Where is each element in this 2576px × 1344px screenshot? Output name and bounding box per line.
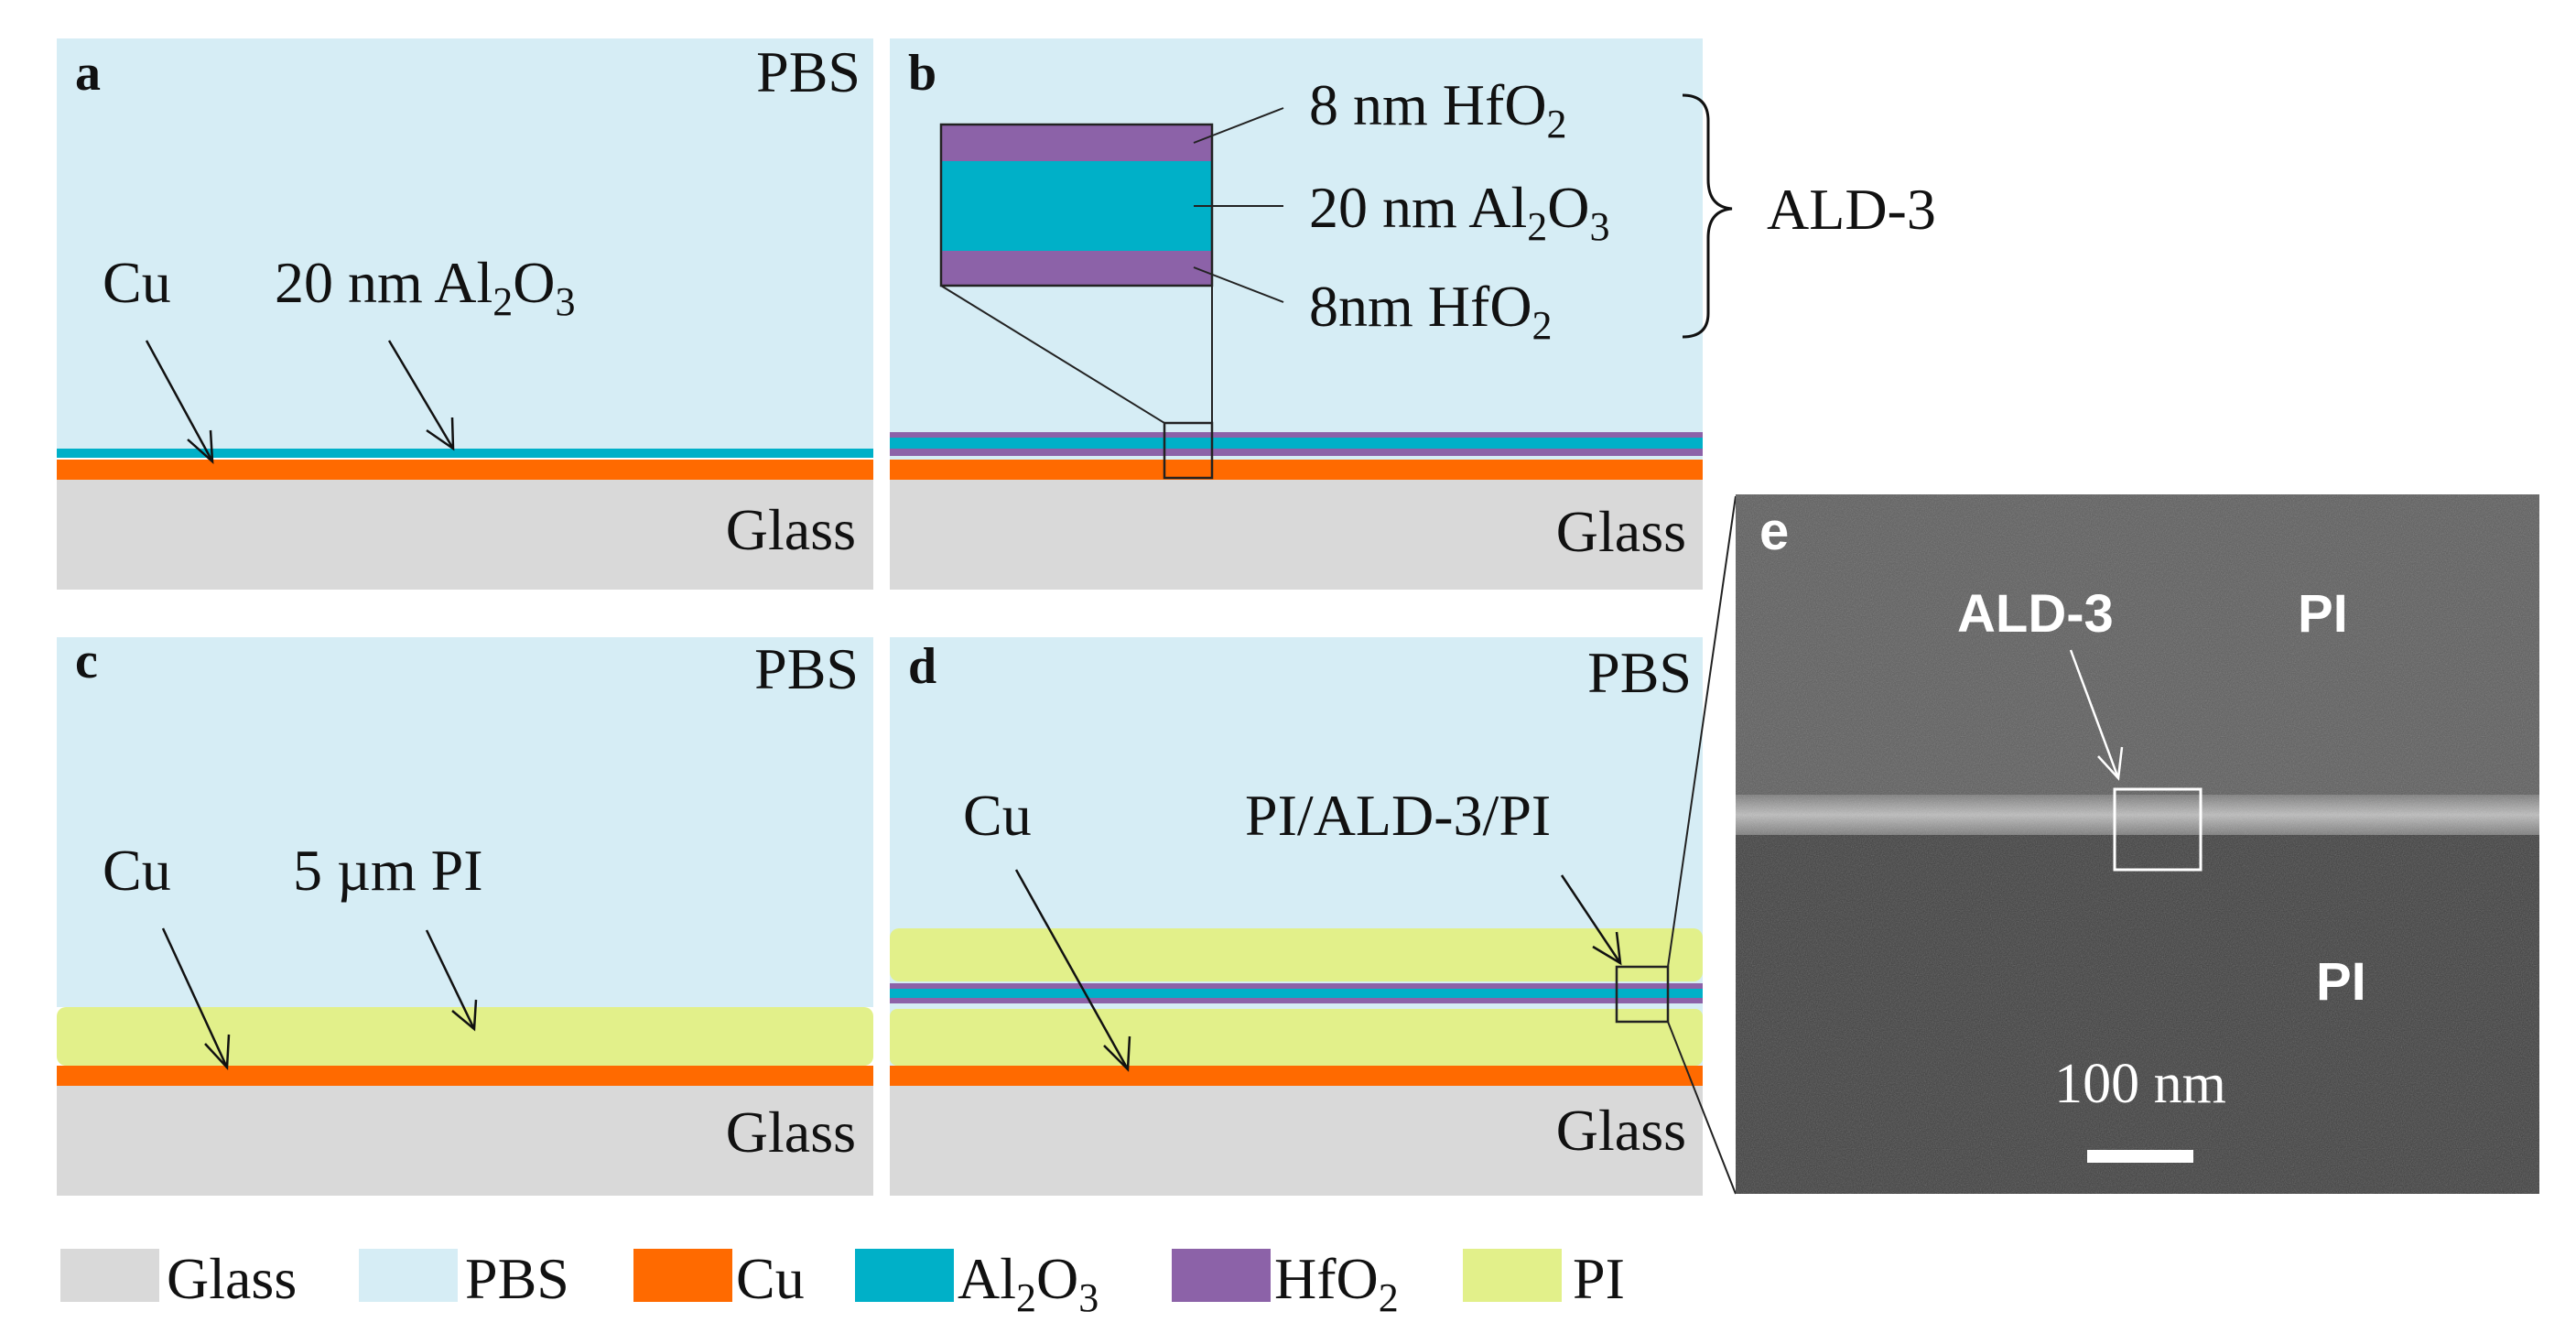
- hfo2-top-layer: [890, 432, 1703, 438]
- pi-top-label: PI: [2298, 584, 2348, 644]
- panel-letter: e: [1759, 502, 1789, 561]
- cu-label: Cu: [103, 838, 171, 903]
- sem-zoom-box: [2113, 787, 2203, 872]
- cu-arrow: [161, 927, 231, 1071]
- panel-c: c PBS Glass Cu 5 µm PI: [57, 633, 873, 1196]
- pbs-region: [57, 38, 873, 449]
- al2o3-layer: [890, 438, 1703, 449]
- zoom-line-left: [940, 285, 1165, 424]
- glass-substrate: [890, 1086, 1703, 1196]
- pbs-label: PBS: [1587, 640, 1692, 705]
- al2o3-layer: [57, 449, 873, 458]
- legend-label-hfo2: HfO2: [1274, 1246, 1399, 1320]
- pi-bottom-layer: [890, 1009, 1703, 1066]
- leader-bot: [1193, 266, 1284, 303]
- magnified-al2o3: [941, 161, 1212, 251]
- panel-b: b Glass 8 nm HfO2 20 nm Al2O3 8nm HfO2 A…: [890, 38, 1936, 590]
- cu-arrow: [1014, 869, 1131, 1072]
- pi-arrow: [425, 929, 478, 1032]
- pbs-region: [57, 637, 873, 1007]
- legend-label-al2o3: Al2O3: [958, 1246, 1099, 1320]
- ald3-label: ALD-3: [1957, 584, 2114, 644]
- multilayer-label: PI/ALD-3/PI: [1245, 783, 1551, 848]
- ald3-label: ALD-3: [1767, 177, 1936, 242]
- legend-swatch-glass: [60, 1249, 159, 1302]
- sem-lower-region: [1736, 833, 2539, 1194]
- legend-label-cu: Cu: [736, 1246, 805, 1311]
- panel-letter: c: [75, 633, 98, 689]
- panel-letter: a: [75, 45, 101, 102]
- pi-top-layer: [890, 928, 1703, 981]
- hfo2-top-label: 8 nm HfO2: [1309, 72, 1567, 146]
- hfo2-bottom-layer: [890, 998, 1703, 1003]
- cu-layer: [890, 460, 1703, 480]
- magnified-hfo2-bottom: [941, 251, 1212, 286]
- cu-layer: [57, 1066, 873, 1086]
- multilayer-arrow: [1560, 874, 1622, 966]
- scale-bar-label: 100 nm: [2054, 1053, 2226, 1115]
- sem-upper-region: [1736, 494, 2539, 797]
- cu-layer: [890, 1066, 1703, 1086]
- legend-swatch-pi: [1463, 1249, 1562, 1302]
- panel-a: a PBS Glass Cu 20 nm Al2O3: [57, 38, 873, 590]
- magnified-stack: [939, 123, 1214, 287]
- sem-ald-band: [1736, 795, 2539, 835]
- scale-bar: [2087, 1150, 2193, 1163]
- glass-label: Glass: [1556, 499, 1686, 564]
- al2o3-label: 20 nm Al2O3: [275, 250, 575, 324]
- hfo2-top-layer: [890, 983, 1703, 989]
- pi-layer: [57, 1007, 873, 1066]
- cu-label: Cu: [963, 783, 1032, 848]
- legend-swatch-cu: [633, 1249, 732, 1302]
- ald3-arrow: [2069, 649, 2124, 781]
- pi-bottom-label: PI: [2316, 952, 2366, 1012]
- panel-letter: d: [908, 638, 936, 695]
- zoom-box: [1163, 421, 1214, 480]
- callout-line-bottom: [1667, 1021, 1737, 1195]
- gap: [890, 456, 1703, 460]
- magnified-hfo2-top: [941, 125, 1212, 161]
- panel-letter: b: [908, 45, 936, 102]
- callout-line-top: [1667, 495, 1737, 968]
- leader-top: [1193, 107, 1284, 144]
- legend-label-pi: PI: [1573, 1246, 1625, 1311]
- al2o3-arrow: [387, 340, 455, 451]
- panel-e-sem-image: e ALD-3 PI PI 100 nm: [1736, 494, 2539, 1194]
- legend-label-pbs: PBS: [465, 1246, 569, 1311]
- glass-substrate: [890, 480, 1703, 590]
- panel-d: d PBS Glass Cu PI/ALD-3/PI: [890, 637, 1703, 1196]
- legend-label-glass: Glass: [167, 1246, 297, 1311]
- legend-swatch-hfo2: [1172, 1249, 1271, 1302]
- glass-label: Glass: [1556, 1098, 1686, 1163]
- pi-label: 5 µm PI: [293, 838, 483, 903]
- pbs-label: PBS: [754, 636, 859, 701]
- pbs-label: PBS: [756, 39, 860, 104]
- glass-substrate: [57, 480, 873, 590]
- legend-swatch-al2o3: [855, 1249, 954, 1302]
- cu-arrow: [145, 340, 214, 464]
- hfo2-bottom-label: 8nm HfO2: [1309, 274, 1553, 348]
- legend-swatch-pbs: [359, 1249, 458, 1302]
- al2o3-label: 20 nm Al2O3: [1309, 175, 1609, 249]
- legend: Glass PBS Cu Al2O3 HfO2 PI: [60, 1246, 1625, 1320]
- al2o3-layer: [890, 989, 1703, 998]
- cu-label: Cu: [103, 250, 171, 315]
- glass-label: Glass: [726, 497, 856, 562]
- cu-layer: [57, 460, 873, 480]
- zoom-box: [1615, 965, 1670, 1024]
- glass-label: Glass: [726, 1100, 856, 1165]
- hfo2-bottom-layer: [890, 449, 1703, 456]
- curly-brace: [1682, 93, 1733, 339]
- glass-substrate: [57, 1086, 873, 1196]
